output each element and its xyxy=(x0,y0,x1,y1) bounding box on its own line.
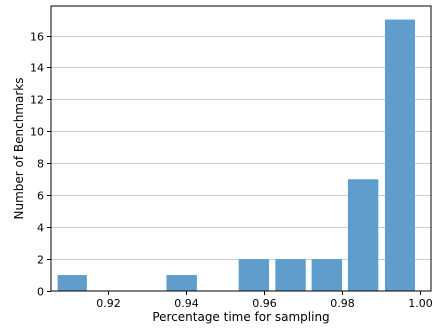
histogram-bar xyxy=(275,259,305,291)
y-tick-label: 6 xyxy=(37,190,44,203)
x-tick-label: 0.94 xyxy=(174,297,199,310)
histogram-bar xyxy=(239,259,269,291)
x-tick-label: 0.98 xyxy=(330,297,355,310)
x-axis-label: Percentage time for sampling xyxy=(152,310,329,324)
histogram-bar xyxy=(312,259,342,291)
histogram-bar xyxy=(166,275,196,291)
y-axis-label: Number of Benchmarks xyxy=(12,77,26,219)
histogram-bar xyxy=(348,179,378,291)
y-tick-label: 2 xyxy=(37,254,44,267)
y-tick-label: 4 xyxy=(37,222,44,235)
y-tick-label: 12 xyxy=(30,94,44,107)
x-tick-label: 0.96 xyxy=(252,297,277,310)
histogram-bar xyxy=(58,275,87,291)
y-tick-label: 8 xyxy=(37,158,44,171)
histogram-bar xyxy=(385,20,415,291)
y-tick-label: 10 xyxy=(30,126,44,139)
x-axis-ticks: 0.92 0.94 0.96 0.98 1.00 xyxy=(96,291,432,310)
x-tick-label: 0.92 xyxy=(96,297,121,310)
x-tick-label: 1.00 xyxy=(408,297,432,310)
y-tick-label: 0 xyxy=(37,286,44,299)
bar-series xyxy=(58,20,415,291)
y-tick-label: 16 xyxy=(30,31,44,44)
y-axis-ticks: 0 2 4 6 8 10 12 14 16 xyxy=(30,31,51,299)
y-tick-label: 14 xyxy=(30,62,44,75)
